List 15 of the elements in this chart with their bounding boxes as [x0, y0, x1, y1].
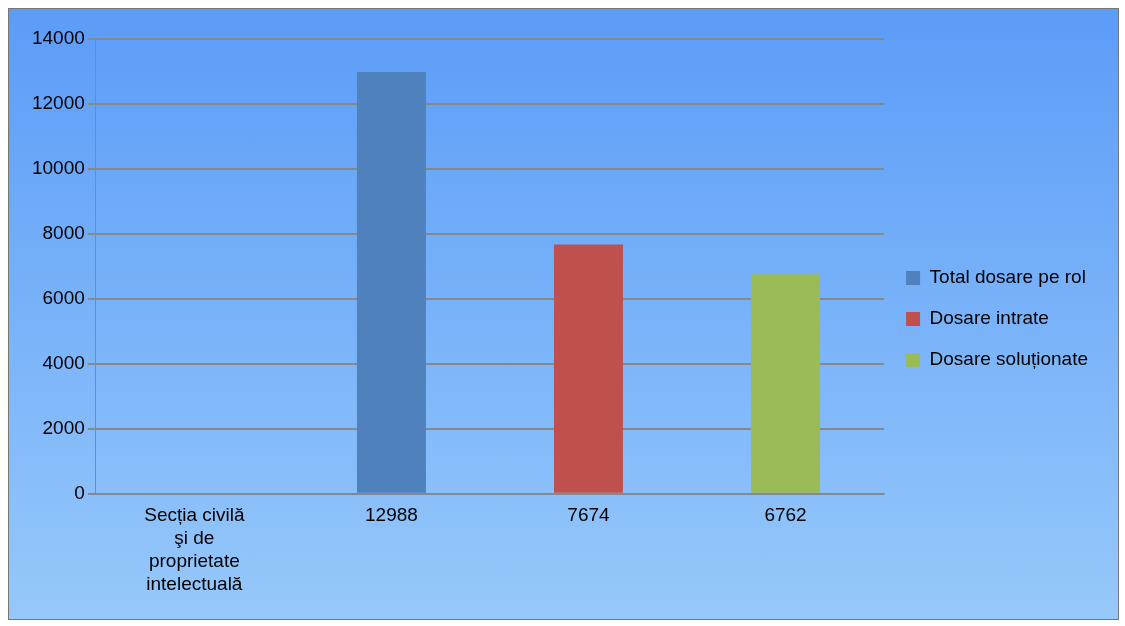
y-tick-label: 10000: [31, 157, 85, 179]
y-tick-label: 0: [74, 482, 85, 504]
legend-label: Dosare soluționate: [929, 348, 1089, 370]
y-tick-label: 14000: [31, 27, 85, 49]
legend-label: Dosare intrate: [929, 307, 1049, 329]
y-tick-label: 8000: [42, 222, 85, 244]
legend-label: Total dosare pe rol: [929, 266, 1086, 288]
y-tick-label: 2000: [42, 417, 85, 439]
x-tick-label: 12988: [365, 504, 418, 526]
y-tick-label: 6000: [42, 287, 85, 309]
y-tick-label: 4000: [42, 352, 85, 374]
x-tick-label: 6762: [764, 504, 807, 526]
y-tick-label: 12000: [31, 92, 85, 114]
x-tick-label: Secția civilă şi de proprietate intelectuală: [144, 504, 245, 594]
x-tick-label: 7674: [567, 504, 611, 526]
